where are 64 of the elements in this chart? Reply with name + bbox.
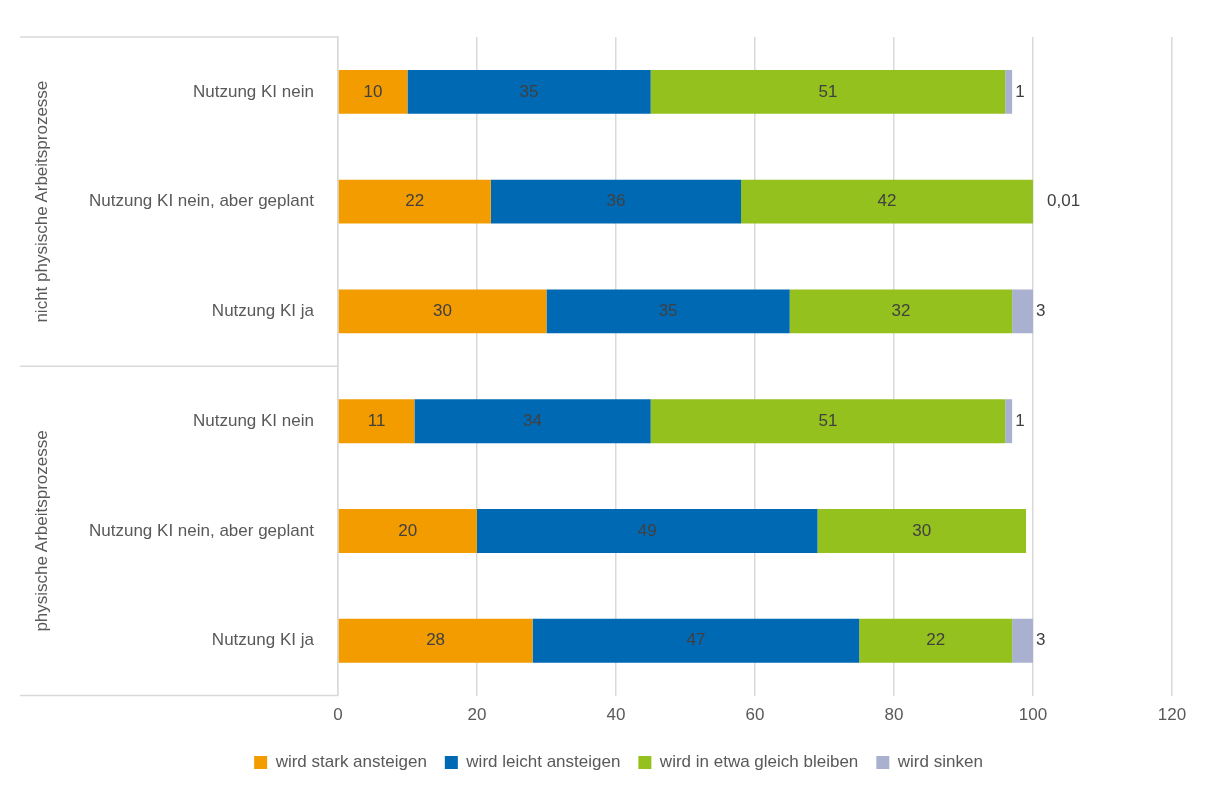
bar [1012,618,1033,663]
bar [817,509,1027,553]
data-label: 22 [405,191,425,211]
bar [650,69,1006,114]
bar [476,509,818,553]
text: physische Arbeitsprozesse [31,430,51,632]
data-label: 22 [926,630,946,650]
bar [1005,399,1013,444]
bar [650,399,1006,444]
bar [1005,69,1013,114]
x-tick-label: 0 [333,705,343,725]
x-tick-label: 60 [745,705,765,725]
legend-label: wird in etwa gleich bleiben [658,752,859,772]
data-label: 35 [519,81,539,101]
data-label: 3 [1035,630,1046,650]
data-label: 42 [877,191,897,211]
y-tick-label: Nutzung KI ja [211,630,315,650]
bar [338,509,477,553]
data-label: 30 [912,520,932,540]
y-tick-label: Nutzung KI nein [192,410,314,430]
bar [414,399,651,444]
data-label: 36 [606,191,626,211]
data-label: 51 [818,410,838,430]
data-label: 1 [1015,81,1025,101]
data-label: 0,01 [1047,191,1081,211]
y-tick-label: Nutzung KI nein, aber geplant [89,191,315,211]
text: nicht physische Arbeitsprozesse [31,80,51,323]
bar [546,289,790,334]
x-tick-label: 20 [467,705,487,725]
data-label: 1 [1015,410,1025,430]
data-label: 32 [891,301,911,321]
bar [1012,289,1033,334]
data-label: 35 [658,301,678,321]
bar [338,289,547,334]
data-label: 20 [398,520,418,540]
legend-label: wird leicht ansteigen [465,752,621,772]
bar [490,179,742,224]
data-label: 47 [686,630,706,650]
data-label: 11 [367,410,386,430]
data-label: 34 [523,410,543,430]
data-label: 3 [1035,301,1046,321]
data-label: 28 [426,630,446,650]
bar [407,69,651,114]
bar [338,618,533,663]
bar [789,289,1013,334]
bar [859,618,1013,663]
data-label: 49 [637,520,657,540]
data-label: 51 [818,81,838,101]
data-label: 30 [433,301,453,321]
x-tick-label: 40 [606,705,626,725]
x-tick-label: 120 [1157,705,1187,725]
y-tick-label: Nutzung KI nein, aber geplant [89,520,315,540]
x-tick-label: 80 [884,705,904,725]
bar [532,618,860,663]
bar [338,179,491,224]
legend-label: wird stark ansteigen [274,752,427,772]
data-label: 10 [363,81,383,101]
y-tick-label: Nutzung KI nein [192,81,314,101]
bar [741,179,1033,224]
y-tick-label: Nutzung KI ja [211,301,315,321]
x-tick-label: 100 [1018,705,1048,725]
bar [338,399,415,444]
legend-label: wird sinken [896,752,983,772]
bar [338,69,408,114]
